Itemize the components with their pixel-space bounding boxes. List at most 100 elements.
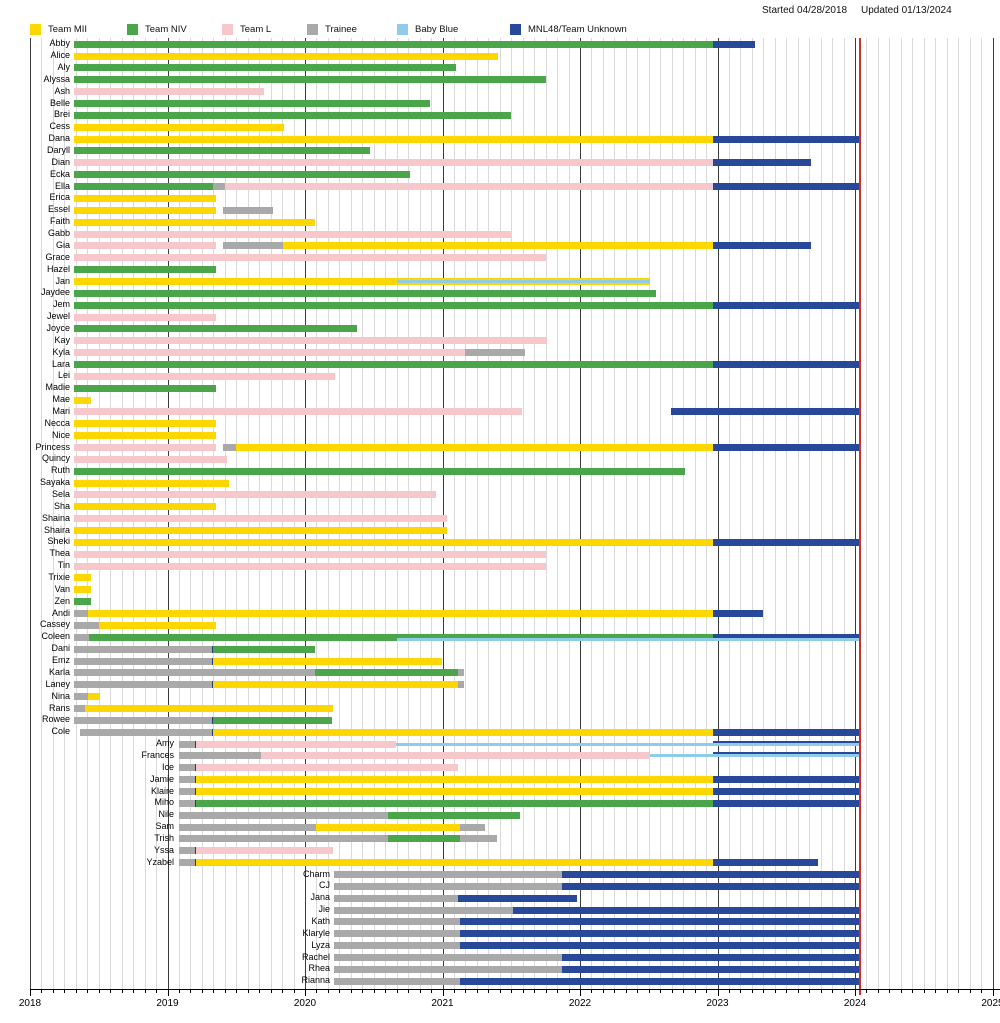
timeline-bar-un	[562, 871, 860, 878]
month-gridline	[293, 38, 295, 989]
timeline-bar-tr	[333, 954, 563, 962]
month-tick	[877, 990, 879, 993]
timeline-bar-tr	[333, 906, 513, 914]
timeline-bar-mii	[87, 610, 714, 618]
timeline-bar-niv	[196, 799, 714, 807]
legend-swatch-un	[510, 24, 521, 36]
timeline-bar-bb	[397, 279, 651, 283]
row-label-cj: CJ	[319, 880, 330, 891]
month-gridline	[373, 38, 375, 989]
row-label-cole: Cole	[51, 726, 70, 737]
month-gridline	[981, 38, 983, 989]
timeline-bar-l	[74, 550, 546, 558]
legend-label: MNL48/Team Unknown	[528, 24, 627, 36]
month-gridline	[946, 38, 948, 989]
year-label-2024: 2024	[843, 998, 867, 1009]
row-label-ice: Ice	[161, 761, 174, 772]
row-label-dani: Dani	[51, 643, 70, 654]
month-gridline	[282, 38, 284, 989]
timeline-bar-tr	[178, 823, 316, 831]
year-gridline	[580, 38, 581, 989]
x-axis-line	[30, 989, 1000, 990]
month-gridline	[52, 38, 54, 989]
row-label-daryll: Daryll	[46, 145, 70, 156]
row-label-frances: Frances	[141, 749, 174, 760]
timeline-bar-tr	[74, 681, 213, 689]
month-gridline	[236, 38, 238, 989]
month-gridline	[637, 38, 639, 989]
row-label-rans: Rans	[48, 702, 70, 713]
month-tick	[110, 990, 112, 993]
timeline-bar-tr	[333, 930, 461, 938]
month-gridline	[213, 38, 215, 989]
timeline-bar-tr	[457, 681, 465, 689]
row-label-kay: Kay	[54, 334, 70, 345]
month-gridline	[156, 38, 158, 989]
year-gridline	[992, 38, 994, 989]
row-label-gabb: Gabb	[47, 228, 70, 239]
year-tick	[442, 990, 444, 996]
timeline-bar-un	[713, 135, 860, 143]
month-tick	[476, 990, 478, 993]
timeline-bar-un	[713, 538, 860, 546]
month-gridline	[408, 38, 410, 989]
month-gridline	[923, 38, 925, 989]
legend-label: Trainee	[325, 24, 357, 36]
year-gridline	[167, 38, 169, 989]
timeline-bar-tr	[333, 882, 563, 890]
row-label-charm: Charm	[302, 868, 330, 879]
legend-swatch-mii	[30, 24, 41, 36]
row-label-lara: Lara	[51, 358, 70, 369]
timeline-bar-niv	[74, 111, 512, 119]
month-tick	[545, 990, 547, 993]
timeline-bar-niv	[314, 669, 458, 677]
row-label-amy: Amy	[156, 738, 174, 749]
month-tick	[809, 990, 811, 993]
month-gridline	[969, 38, 971, 989]
month-gridline	[41, 38, 43, 989]
timeline-bar-un	[512, 906, 860, 914]
month-tick	[534, 990, 536, 993]
timeline-bar-un	[460, 942, 860, 950]
month-tick	[969, 990, 971, 993]
month-gridline	[774, 38, 776, 989]
timeline-bar-un	[460, 977, 860, 985]
month-gridline	[522, 38, 524, 989]
timeline-bar-bb	[713, 638, 860, 642]
month-gridline	[511, 38, 513, 989]
legend-item-un: MNL48/Team Unknown	[510, 21, 627, 36]
row-label-quincy: Quincy	[41, 453, 70, 464]
month-tick	[625, 990, 627, 993]
month-tick	[935, 990, 937, 993]
row-label-sayaka: Sayaka	[39, 477, 70, 488]
legend-item-niv: Team NIV	[127, 21, 187, 36]
month-tick	[75, 990, 77, 993]
row-label-shaira: Shaira	[43, 524, 70, 535]
month-tick	[751, 990, 753, 993]
row-label-van: Van	[54, 583, 70, 594]
month-tick	[912, 990, 914, 993]
row-label-ella: Ella	[54, 180, 70, 191]
row-label-jem: Jem	[52, 299, 70, 310]
row-label-princess: Princess	[35, 441, 70, 452]
month-gridline	[64, 38, 66, 989]
month-gridline	[935, 38, 937, 989]
timeline-bar-un	[713, 183, 860, 191]
timeline-bar-un	[713, 242, 811, 250]
month-gridline	[144, 38, 146, 989]
timeline-bar-l	[74, 444, 216, 451]
month-gridline	[75, 38, 77, 989]
timeline-bar-niv	[74, 64, 457, 72]
timeline-bar-l	[74, 159, 714, 167]
timeline-bar-mii	[74, 194, 216, 202]
row-label-dana: Dana	[48, 133, 70, 144]
timeline-bar-mii	[196, 859, 714, 867]
month-gridline	[247, 38, 249, 989]
month-tick	[797, 990, 799, 993]
timeline-bar-tr	[333, 942, 461, 950]
timeline-bar-mii	[283, 242, 714, 250]
timeline-bar-niv	[74, 266, 216, 274]
row-label-laney: Laney	[45, 678, 70, 689]
legend-swatch-bb	[397, 24, 408, 36]
month-tick	[144, 990, 146, 993]
